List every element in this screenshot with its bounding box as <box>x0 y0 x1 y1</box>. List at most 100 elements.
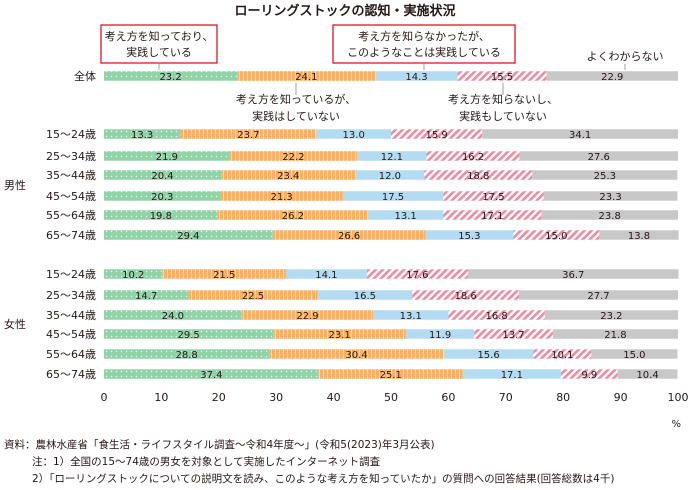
data-label: 34.1 <box>569 130 591 141</box>
data-label: 18.8 <box>467 171 489 182</box>
data-label: 15.0 <box>623 350 645 361</box>
bar-segment <box>617 369 678 379</box>
bar-segment <box>162 269 286 279</box>
bar-segment <box>104 210 218 220</box>
bar-segment <box>426 151 520 161</box>
category-label: 15～24歳 <box>46 268 96 281</box>
data-label: 23.1 <box>328 330 350 341</box>
data-label: 13.3 <box>131 130 153 141</box>
bar-segment <box>591 349 678 359</box>
bar-segment <box>552 329 678 339</box>
bar-segment <box>217 210 369 220</box>
category-label: 55～64歳 <box>46 209 96 222</box>
bar-segment <box>467 269 679 279</box>
data-label: 16.2 <box>462 152 484 163</box>
data-label: 20.3 <box>151 192 173 203</box>
data-label: 23.2 <box>600 311 622 322</box>
category-label: 65～74歳 <box>46 368 96 381</box>
x-tick-label: 90 <box>614 391 628 404</box>
bar-segment <box>104 71 238 81</box>
data-label: 12.0 <box>379 171 401 182</box>
bar-segment <box>241 310 374 320</box>
data-label: 15.9 <box>426 130 448 141</box>
data-label: 21.8 <box>604 330 626 341</box>
bar-segment <box>424 170 533 180</box>
data-label: 15.6 <box>477 350 499 361</box>
data-label: 15.0 <box>545 231 567 242</box>
x-tick-label: 40 <box>327 391 341 404</box>
bar-segment <box>104 310 242 320</box>
data-label: 25.1 <box>380 370 402 381</box>
data-label: 29.5 <box>178 330 200 341</box>
data-label: 17.5 <box>382 192 404 203</box>
data-label: 36.7 <box>562 270 584 281</box>
data-label: 26.2 <box>282 211 304 222</box>
data-label: 28.8 <box>176 350 198 361</box>
note-source: 資料：農林水産省「食生活・ライフスタイル調査～令和4年度～」(令和5(2023)… <box>4 439 435 451</box>
bar-segment <box>443 191 544 201</box>
data-label: 22.9 <box>296 311 318 322</box>
data-label: 16.5 <box>354 291 376 302</box>
bar-segment <box>188 290 318 300</box>
notes: 資料：農林水産省「食生活・ライフスタイル調査～令和4年度～」(令和5(2023)… <box>4 437 614 488</box>
bar-segment <box>546 71 678 81</box>
data-label: 18.6 <box>454 291 476 302</box>
bar-segment <box>443 349 534 359</box>
data-label: 22.9 <box>601 72 623 83</box>
data-label: 25.3 <box>594 171 616 182</box>
bar-segment <box>104 151 230 161</box>
x-axis-unit: % <box>671 419 681 430</box>
category-label: 55～64歳 <box>46 348 96 361</box>
data-label: 10.1 <box>551 350 573 361</box>
bar-segment <box>368 210 444 220</box>
legend-label-3: 考え方を知らなかったが、 <box>358 29 490 43</box>
x-tick-label: 100 <box>668 391 689 404</box>
stacked-bar-chart: ローリングストックの認知・実施状況 考え方を知っており、実践している考え方を知っ… <box>4 3 689 430</box>
data-label: 13.0 <box>343 130 365 141</box>
bar-segment <box>104 170 222 180</box>
bar-segment <box>482 129 678 139</box>
data-label: 11.9 <box>429 330 451 341</box>
bar-segment <box>462 369 561 379</box>
data-label: 14.1 <box>315 270 337 281</box>
bar-segment <box>544 310 678 320</box>
data-label: 10.2 <box>122 270 144 281</box>
note-2: 2）「ローリングストックについての説明文を読み、このような考え方を知っていたか」… <box>32 473 615 485</box>
data-label: 37.4 <box>200 370 222 381</box>
data-label: 27.7 <box>587 291 609 302</box>
data-label: 10.4 <box>636 370 658 381</box>
data-label: 23.2 <box>159 72 181 83</box>
bar-segment <box>375 71 458 81</box>
bar-segment <box>599 230 679 240</box>
data-label: 21.3 <box>271 192 293 203</box>
bar-segment <box>237 71 376 81</box>
bar-segment <box>474 329 553 339</box>
x-tick-label: 10 <box>154 391 168 404</box>
bar-segment <box>357 151 427 161</box>
bar-segment <box>180 129 317 139</box>
bar-segment <box>448 310 545 320</box>
legend-label-4: 実践もしていない <box>459 109 547 123</box>
x-tick-label: 20 <box>212 391 226 404</box>
x-tick-label: 70 <box>499 391 513 404</box>
data-label: 16.8 <box>485 311 507 322</box>
data-label: 12.1 <box>381 152 403 163</box>
legend-label-2: 考え方を知っているが、 <box>236 92 356 106</box>
data-label: 13.8 <box>628 231 650 242</box>
legend-label-4: 考え方を知らないし、 <box>448 92 558 106</box>
bar-segment <box>513 230 600 240</box>
category-label: 25～34歳 <box>46 150 96 163</box>
bar-segment <box>560 369 618 379</box>
data-label: 9.9 <box>581 370 597 381</box>
bars-layer: 全体 23.2 24.1 14.3 15.5 22.9 15～24歳 13.3 23.7 13.0… <box>4 69 679 381</box>
category-label: 35～44歳 <box>46 309 96 322</box>
bar-segment <box>391 129 483 139</box>
data-label: 17.5 <box>482 192 504 203</box>
data-label: 17.6 <box>406 270 428 281</box>
legend-label-3: このようなことは実践している <box>347 45 501 59</box>
category-label: 65～74歳 <box>46 229 96 242</box>
data-label: 13.1 <box>395 211 417 222</box>
bar-segment <box>443 210 542 220</box>
bar-segment <box>104 129 181 139</box>
data-label: 20.4 <box>151 171 173 182</box>
